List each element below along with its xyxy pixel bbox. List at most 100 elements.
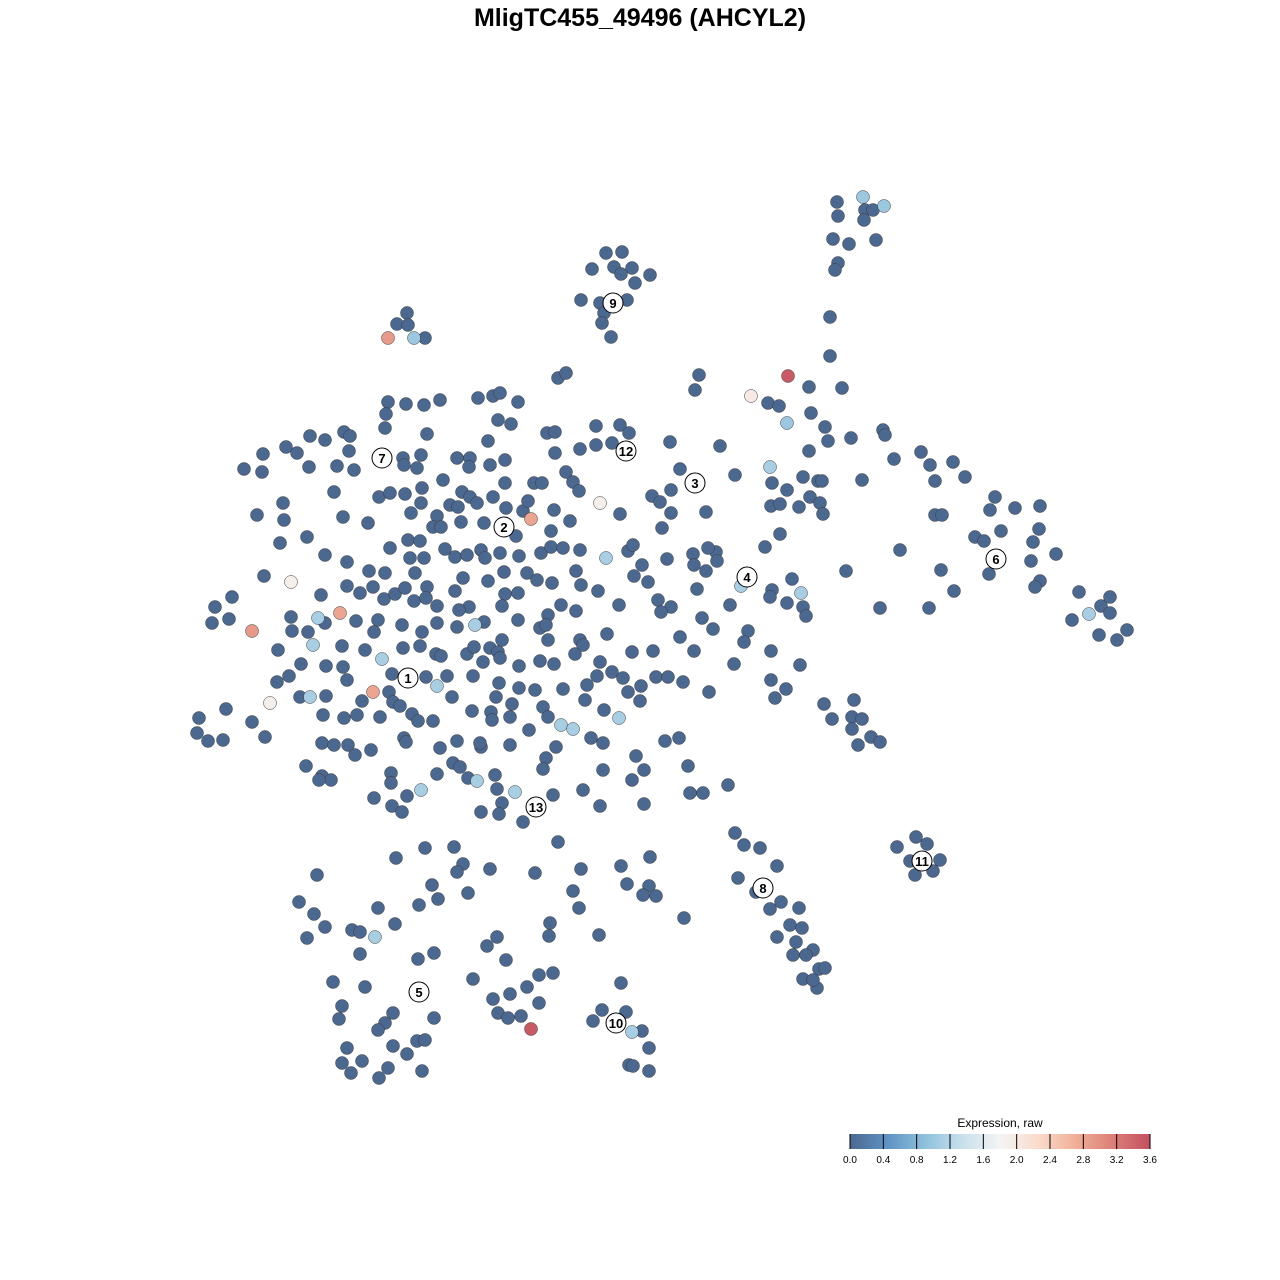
data-point [284,575,298,589]
data-point [414,783,428,797]
cluster-label-text: 5 [415,985,422,1000]
cluster-label-13: 13 [525,796,547,818]
data-point [825,712,839,726]
data-point [397,458,411,472]
data-point [893,543,907,557]
data-point [792,500,806,514]
data-point [799,948,813,962]
data-point [225,590,239,604]
legend-tick-label: 3.6 [1143,1155,1157,1166]
data-point [803,490,817,504]
data-point [353,925,367,939]
data-point [785,572,799,586]
data-point [599,551,613,565]
data-point [284,610,298,624]
data-point [569,604,583,618]
data-point [774,895,788,909]
data-point [988,490,1002,504]
data-point [451,500,465,514]
data-point [947,584,961,598]
data-point [410,461,424,475]
data-point [314,588,328,602]
data-point [412,898,426,912]
data-point [612,598,626,612]
data-point [770,930,784,944]
data-point [427,1011,441,1025]
cluster-label-text: 9 [609,296,616,311]
data-point [821,434,835,448]
cluster-label-10: 10 [605,1012,627,1034]
data-point [450,734,464,748]
data-point [696,786,710,800]
data-point [533,654,547,668]
data-point [982,567,996,581]
data-point [613,507,627,521]
data-point [556,541,570,555]
data-point [826,232,840,246]
data-point [447,840,461,854]
data-point [255,465,269,479]
data-point [398,581,412,595]
data-point [450,451,464,465]
data-point [245,715,259,729]
data-point [830,195,844,209]
data-point [431,892,445,906]
cluster-label-9: 9 [602,292,624,314]
data-point [681,759,695,773]
color-legend: Expression, raw 0.0 0.4 0.8 1.2 1.6 2.0 2.4 2.8… [843,1116,1157,1166]
data-point [563,514,577,528]
data-point [789,935,803,949]
cluster-label-text: 1 [404,671,411,686]
data-point [654,605,668,619]
data-point [544,540,558,554]
data-point [415,481,429,495]
data-point [701,541,715,555]
cluster-label-7: 7 [371,447,393,469]
data-point [566,884,580,898]
data-point [857,213,871,227]
data-point [499,501,513,515]
cluster-label-text: 2 [500,520,507,535]
data-point [629,749,643,763]
data-point [683,786,697,800]
data-point [764,673,778,687]
data-point [396,641,410,655]
data-point [453,760,467,774]
cluster-label-11: 11 [911,850,933,872]
data-point [772,399,786,413]
data-point [492,676,506,690]
data-point [379,407,393,421]
data-point [404,506,418,520]
data-point [486,490,500,504]
data-point [364,743,378,757]
cluster-label-text: 4 [743,570,751,585]
data-point [318,433,332,447]
data-point [635,558,649,572]
cluster-label-text: 7 [378,451,385,466]
data-point [586,1014,600,1028]
data-point [642,1064,656,1078]
data-point [660,552,674,566]
data-point [417,551,431,565]
cluster-label-3: 3 [684,472,706,494]
data-point [625,261,639,275]
cluster-label-circle [684,472,706,494]
data-point [605,436,619,450]
data-point [361,516,375,530]
data-point [488,768,502,782]
data-point [593,799,607,813]
data-point [699,564,713,578]
data-point [856,190,870,204]
data-point [491,413,505,427]
data-point [890,840,904,854]
data-point [362,564,376,578]
data-point [855,473,869,487]
data-point [385,799,399,813]
data-point [315,736,329,750]
data-point [536,762,550,776]
data-point [353,586,367,600]
data-point [780,596,794,610]
data-point [796,470,810,484]
data-point [595,316,609,330]
data-point [1094,599,1108,613]
